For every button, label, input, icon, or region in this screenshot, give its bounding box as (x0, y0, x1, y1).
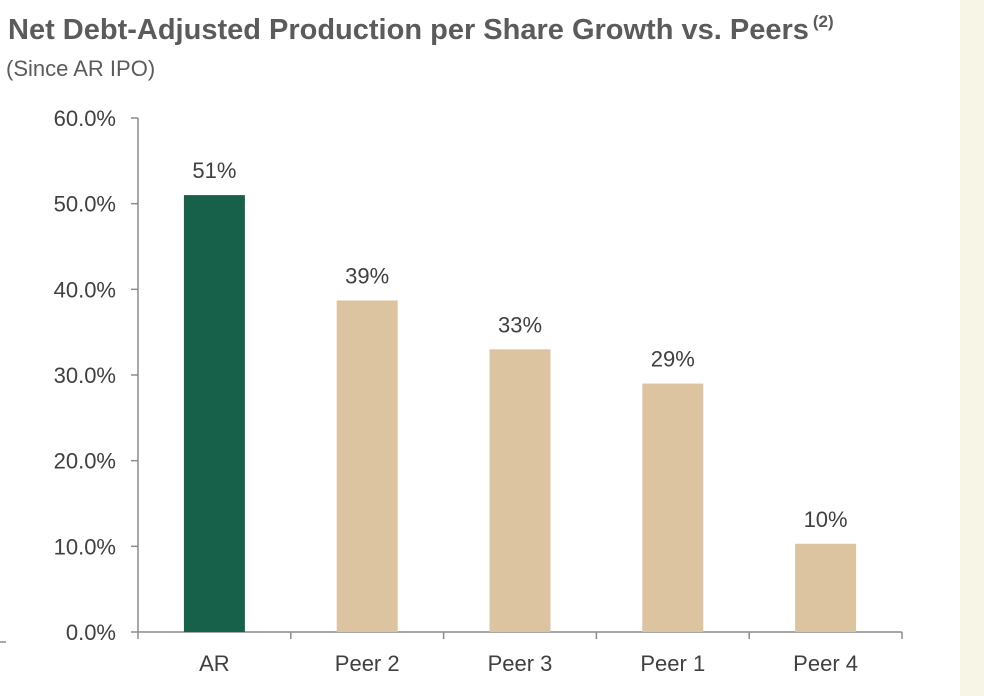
y-tick-label: 50.0% (54, 192, 116, 217)
bar (489, 349, 551, 632)
y-tick-label: 10.0% (54, 534, 116, 559)
x-tick-label: Peer 3 (488, 651, 553, 676)
chart-title-text: Net Debt-Adjusted Production per Share G… (8, 14, 809, 46)
x-tick-label: AR (199, 651, 230, 676)
chart-subtitle: (Since AR IPO) (6, 56, 156, 81)
bar (642, 383, 704, 632)
chart-title: Net Debt-Adjusted Production per Share G… (8, 12, 834, 47)
x-tick-label: Peer 1 (640, 651, 705, 676)
x-tick-label: Peer 4 (793, 651, 858, 676)
y-tick-label: 0.0% (66, 620, 116, 645)
y-tick-label: 20.0% (54, 449, 116, 474)
y-tick-label: 40.0% (54, 277, 116, 302)
bar (183, 195, 245, 632)
y-tick-label: 60.0% (54, 106, 116, 131)
side-band (960, 0, 984, 696)
data-label: 39% (345, 263, 389, 288)
data-label: 51% (192, 158, 236, 183)
data-label: 10% (804, 507, 848, 532)
y-tick-label: 30.0% (54, 363, 116, 388)
bar (336, 300, 398, 632)
data-label: 29% (651, 347, 695, 372)
x-tick-label: Peer 2 (335, 651, 400, 676)
title-footnote: (2) (812, 12, 834, 31)
bar (795, 543, 857, 632)
data-label: 33% (498, 312, 542, 337)
